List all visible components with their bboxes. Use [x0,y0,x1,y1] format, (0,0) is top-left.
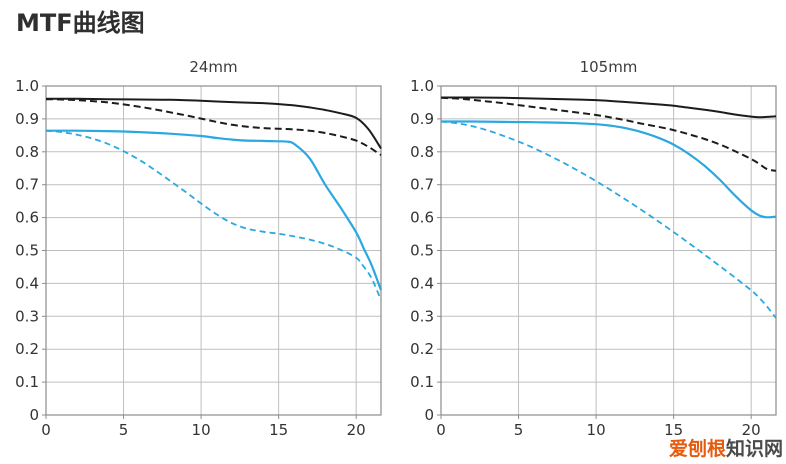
xtick-label: 5 [514,421,524,438]
page-title: MTF曲线图 [16,9,145,37]
chart-title-24mm: 24mm [189,58,238,76]
ytick-label: 0.2 [15,340,39,358]
ytick-label: 0.3 [410,307,434,325]
watermark-rest: 知识网 [725,438,783,460]
chart-canvas-24mm: 0 0.1 0.2 0.3 0.4 0.5 0.6 0.7 0.8 0.9 1.0 0 5 10 15 20 [15,80,383,438]
ytick-label: 0.7 [15,176,39,194]
ytick-label: 1.0 [15,80,39,95]
watermark: 爱刨根知识网 [669,439,783,460]
ytick-label: 0.5 [410,242,434,260]
ytick-label: 0.2 [410,340,434,358]
xtick-label: 20 [347,421,366,438]
plot-border [45,85,382,416]
chart-canvas-105mm: 0 0.1 0.2 0.3 0.4 0.5 0.6 0.7 0.8 0.9 1.0 0 5 10 15 20 [410,80,777,438]
ytick-label: 0 [29,406,39,424]
ytick-label: 0.7 [410,176,434,194]
ytick-label: 0.6 [410,209,434,227]
xtick-label: 10 [587,421,606,438]
xtick-label: 0 [436,421,446,438]
ytick-label: 0.5 [15,242,39,260]
chart-title-105mm: 105mm [579,58,638,76]
charts-row: 24mm 0 0.1 0.2 0.3 0.4 0.5 0.6 0.7 0.8 0.9 1.0 0 5 10… [6,56,786,438]
ytick-label: 0.4 [410,274,434,292]
xtick-label: 15 [664,421,683,438]
plot-area: 0 0.1 0.2 0.3 0.4 0.5 0.6 0.7 0.8 0.9 1.0 0 5 10 15 20 [410,80,777,438]
ytick-label: 0.8 [410,143,434,161]
ytick-label: 0.9 [15,110,39,128]
series-black-solid [441,96,777,119]
ytick-label: 0.4 [15,274,39,292]
ytick-label: 0.9 [410,110,434,128]
mtf-chart-105mm: 105mm 0 0.1 0.2 0.3 0.4 0.5 0.6 0.7 0.8 0.9 1.0 0 5 1… [401,56,786,438]
xtick-label: 5 [119,421,129,438]
series-blue-solid [45,129,383,291]
series-blue-dashed [45,129,382,301]
xtick-label: 10 [192,421,211,438]
series-blue-dashed [440,120,777,319]
ytick-label: 1.0 [410,80,434,95]
ytick-label: 0.3 [15,307,39,325]
watermark-highlight: 爱刨根 [668,438,726,460]
series-black-solid [45,97,382,150]
ytick-label: 0.8 [15,143,39,161]
series-blue-solid [441,120,777,219]
xtick-label: 15 [269,421,288,438]
plot-border [440,85,777,416]
mtf-chart-24mm: 24mm 0 0.1 0.2 0.3 0.4 0.5 0.6 0.7 0.8 0.9 1.0 0 5 10… [6,56,391,438]
ytick-label: 0.1 [410,373,434,391]
xtick-label: 20 [742,421,761,438]
ytick-label: 0.6 [15,209,39,227]
plot-area: 0 0.1 0.2 0.3 0.4 0.5 0.6 0.7 0.8 0.9 1.0 0 5 10 15 20 [15,80,383,438]
series-black-dashed [440,96,777,172]
ytick-label: 0.1 [15,373,39,391]
series-black-dashed [45,98,382,156]
xtick-label: 0 [41,421,51,438]
ytick-label: 0 [424,406,434,424]
